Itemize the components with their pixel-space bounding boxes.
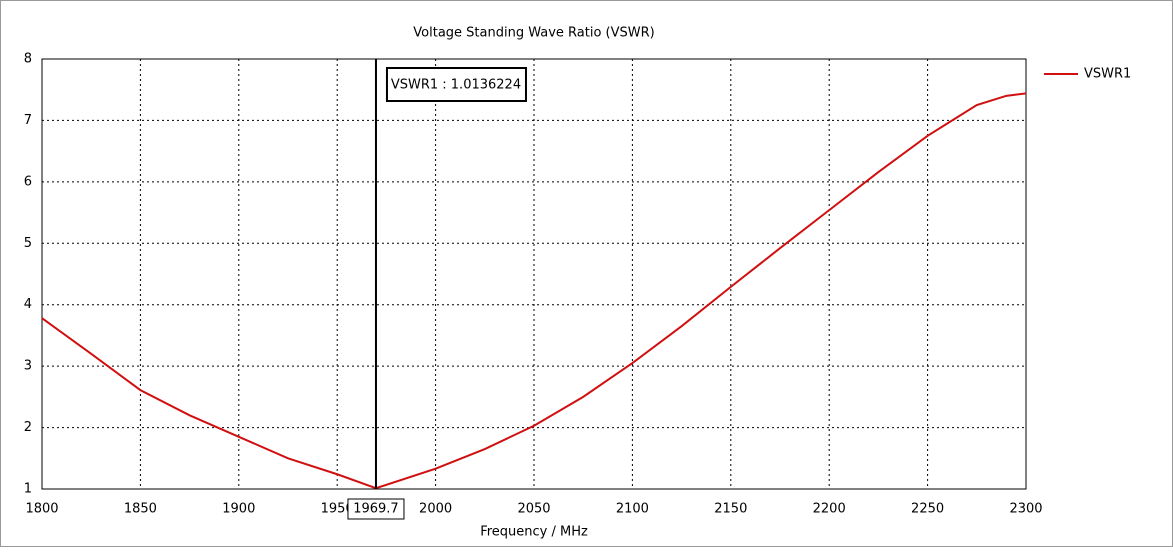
y-tick-label: 1 [24, 482, 32, 497]
y-tick-label: 6 [24, 174, 32, 189]
y-tick-label: 2 [24, 420, 32, 435]
x-tick-label: 1950 [321, 502, 354, 517]
x-tick-label: 2100 [616, 502, 649, 517]
x-tick-label: 1850 [124, 502, 157, 517]
y-tick-label: 7 [24, 113, 32, 128]
legend-label: VSWR1 [1084, 67, 1131, 82]
x-tick-label: 2200 [813, 502, 846, 517]
chart-title: Voltage Standing Wave Ratio (VSWR) [413, 26, 654, 41]
x-axis-label: Frequency / MHz [480, 525, 588, 540]
marker-annotation: VSWR1 : 1.0136224 [391, 78, 521, 93]
marker-x-box [347, 498, 405, 520]
x-tick-label: 2150 [714, 502, 747, 517]
x-tick-label: 1800 [25, 502, 58, 517]
y-tick-label: 3 [24, 359, 32, 374]
series-line [41, 92, 1027, 490]
y-tick-label: 8 [24, 52, 32, 67]
x-tick-label: 2050 [517, 502, 550, 517]
x-tick-label: 2000 [419, 502, 452, 517]
x-tick-label: 2250 [911, 502, 944, 517]
marker-annotation-box [385, 67, 527, 102]
y-tick-label: 5 [24, 236, 32, 251]
marker-x-label: 1969.7 [353, 502, 399, 517]
x-tick-label: 1900 [222, 502, 255, 517]
y-tick-label: 4 [24, 297, 32, 312]
x-tick-label: 2300 [1009, 502, 1042, 517]
